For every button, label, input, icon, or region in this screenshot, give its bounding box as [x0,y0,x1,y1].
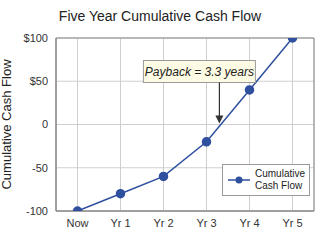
html-text:Five Year Cumulative Cash Flow: Five Year Cumulative Cash Flow [58,8,262,24]
svg-text:Yr 3: Yr 3 [196,217,216,229]
svg-text:-100: -100 [26,205,48,217]
svg-text:$50: $50 [30,75,48,87]
html-text:Cumulative Cash Flow: Cumulative Cash Flow [255,168,305,191]
svg-text:Yr 2: Yr 2 [153,217,173,229]
svg-text:Yr 5: Yr 5 [282,217,302,229]
svg-text:-50: -50 [32,162,48,174]
svg-text:Payback = 3.3 years: Payback = 3.3 years [145,65,254,79]
svg-text:Yr 4: Yr 4 [239,217,259,229]
svg-text:0: 0 [42,118,48,130]
svg-text:Cumulative Cash Flow: Cumulative Cash Flow [8,59,14,190]
svg-text:Now: Now [66,217,88,229]
svg-text:$100: $100 [24,32,48,44]
svg-text:Yr 1: Yr 1 [110,217,130,229]
